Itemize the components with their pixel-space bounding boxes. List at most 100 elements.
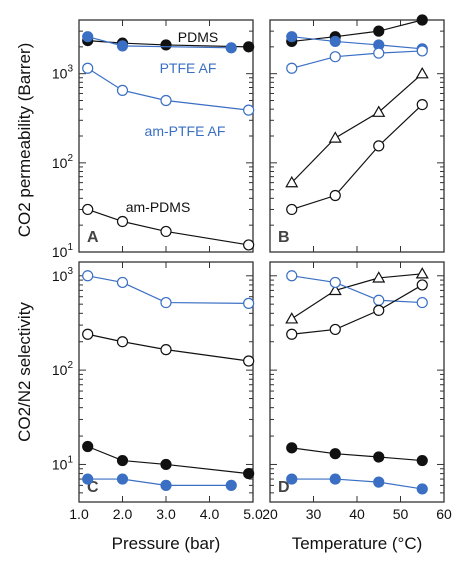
data-point-open xyxy=(243,239,255,251)
data-point-triangle xyxy=(285,175,299,188)
x-tick-label: 30 xyxy=(306,506,322,522)
y-tick-exponent: 1 xyxy=(67,242,73,253)
series-line xyxy=(291,36,423,50)
data-point-open xyxy=(286,328,298,340)
data-point-open xyxy=(373,140,385,152)
data-point-open xyxy=(160,94,172,107)
data-point-open xyxy=(286,270,298,282)
data-point-filled xyxy=(373,25,385,37)
data-point-triangle xyxy=(328,283,342,296)
data-point-open xyxy=(329,323,341,336)
data-point-open xyxy=(373,294,385,306)
data-point-filled xyxy=(243,468,255,480)
data-point-open xyxy=(416,98,428,111)
x-tick-label: 60 xyxy=(436,506,452,522)
panel-letter: A xyxy=(87,229,99,246)
data-point-triangle xyxy=(328,131,342,143)
series-line xyxy=(87,478,232,486)
data-point-open xyxy=(373,47,385,59)
panel-letter: D xyxy=(278,479,290,496)
data-point-triangle xyxy=(415,267,429,279)
series-line xyxy=(87,333,249,362)
data-point-triangle xyxy=(372,271,386,283)
series-line xyxy=(291,50,423,69)
y-tick-exponent: 3 xyxy=(67,64,73,75)
data-point-open xyxy=(82,270,94,282)
x-tick-label: 5.0 xyxy=(243,506,263,522)
series-line xyxy=(291,275,423,304)
y-tick-label: 101 xyxy=(52,454,74,472)
y-tick-exponent: 3 xyxy=(67,266,73,277)
data-point-filled xyxy=(286,31,298,43)
data-point-filled xyxy=(225,42,237,54)
data-point-open xyxy=(116,336,129,348)
data-point-triangle xyxy=(415,66,429,79)
series-annotation: PDMS xyxy=(178,29,218,45)
data-point-open xyxy=(82,62,94,74)
y-tick-label: 103 xyxy=(52,64,74,82)
panel-b: B xyxy=(269,14,445,253)
panel-d: 20 30 40 50 60 D xyxy=(262,261,452,522)
data-point-filled xyxy=(225,479,237,491)
data-point-filled xyxy=(329,35,341,48)
panel-letter: B xyxy=(278,229,290,246)
series-line xyxy=(291,284,423,335)
data-point-filled xyxy=(160,479,172,491)
series-line xyxy=(291,104,423,211)
data-point-open xyxy=(243,355,255,367)
x-tick-label: 4.0 xyxy=(200,506,220,522)
x-axis-label-left: Pressure (bar) xyxy=(112,534,221,553)
data-point-filled xyxy=(116,40,129,52)
y-tick-label: 101 xyxy=(52,242,74,260)
data-point-filled xyxy=(329,448,341,460)
x-tick-label: 2.0 xyxy=(113,506,133,522)
series-annotation: am-PDMS xyxy=(126,199,191,215)
data-point-open xyxy=(373,304,385,316)
data-point-filled xyxy=(373,476,385,488)
data-point-open xyxy=(416,296,428,309)
x-tick-label: 1.0 xyxy=(69,506,89,522)
data-point-filled xyxy=(82,473,94,485)
data-point-filled xyxy=(416,483,428,495)
data-point-open xyxy=(329,189,341,202)
series-annotation: am-PTFE AF xyxy=(145,123,226,139)
y-tick-label: 103 xyxy=(52,266,74,284)
data-point-open xyxy=(286,203,298,216)
series-line xyxy=(87,445,249,475)
data-point-open xyxy=(329,51,341,63)
x-tick-label: 20 xyxy=(262,506,278,522)
data-point-open xyxy=(286,62,298,74)
series-line xyxy=(291,273,423,320)
data-point-open xyxy=(160,225,172,238)
data-point-filled xyxy=(82,440,94,453)
x-tick-label: 3.0 xyxy=(156,506,176,522)
series-line xyxy=(87,67,249,111)
x-tick-label: 40 xyxy=(349,506,365,522)
data-point-filled xyxy=(82,31,94,43)
data-point-filled xyxy=(160,39,172,51)
series-line xyxy=(291,447,423,462)
x-axis-label-right: Temperature (°C) xyxy=(292,534,423,553)
data-point-filled xyxy=(286,442,298,454)
data-point-open xyxy=(82,328,94,340)
plot-frame xyxy=(269,261,445,503)
y-axis-label-bottom: CO2/N2 selectivity xyxy=(15,302,34,442)
data-point-open xyxy=(82,203,94,216)
data-point-open xyxy=(416,279,428,291)
series-line xyxy=(291,478,423,490)
data-point-filled xyxy=(373,451,385,463)
data-point-filled xyxy=(329,473,341,485)
panel-a: 101 102 103 A PDMS PTFE AF am-PTFE AF am-PDMS xyxy=(52,19,255,260)
data-point-open xyxy=(160,296,172,309)
y-tick-exponent: 1 xyxy=(67,454,73,465)
data-point-filled xyxy=(116,473,129,485)
data-point-triangle xyxy=(372,105,386,117)
series-annotation: PTFE AF xyxy=(160,60,217,76)
data-point-filled xyxy=(286,473,298,485)
data-point-filled xyxy=(243,41,255,53)
data-point-triangle xyxy=(285,312,299,324)
data-point-open xyxy=(243,104,255,116)
data-point-open xyxy=(116,276,129,289)
